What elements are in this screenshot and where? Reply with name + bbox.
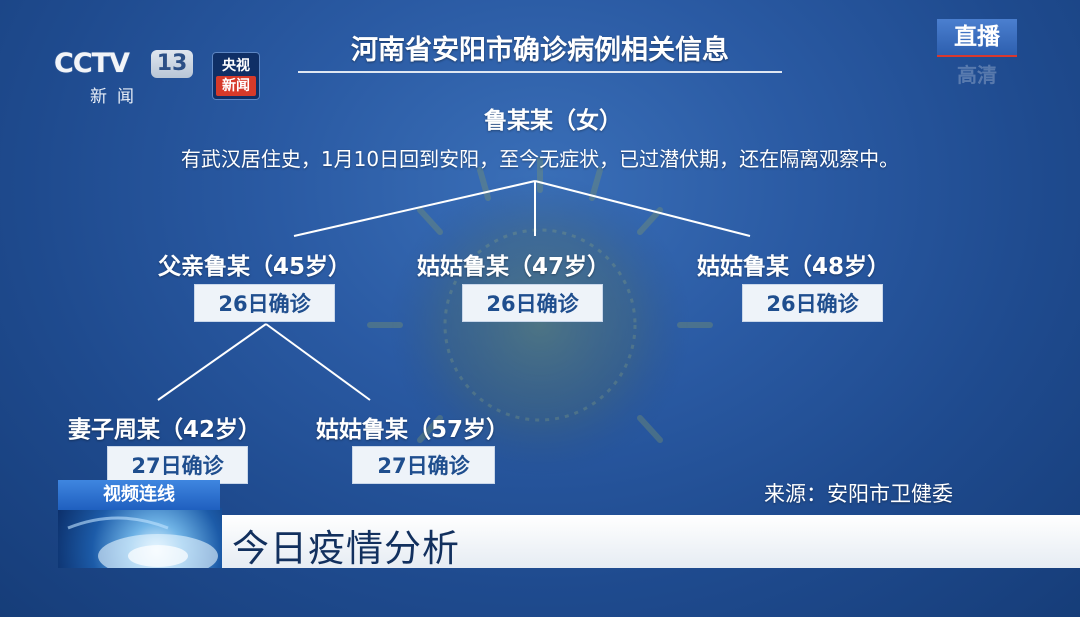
lower-third-bar — [58, 515, 1080, 568]
segment-tag: 视频连线 — [58, 480, 220, 510]
diagram-title: 河南省安阳市确诊病例相关信息 — [298, 31, 782, 73]
aunt47-node-name: 姑姑鲁某（47岁） — [417, 254, 611, 280]
edge-father-wife — [157, 323, 267, 401]
father-node-name: 父亲鲁某（45岁） — [158, 254, 352, 280]
news-logo-top: 央视 — [222, 58, 250, 74]
cctv13-logo: CCTV 13 新闻 — [54, 48, 194, 108]
edge-father-aunt57 — [265, 323, 371, 401]
root-node-name: 鲁某某（女） — [484, 108, 622, 134]
wife-node-name: 妻子周某（42岁） — [68, 417, 262, 443]
father-status-box: 26日确诊 — [194, 284, 335, 322]
aunt48-status-box: 26日确诊 — [742, 284, 883, 322]
edge-root-aunt48 — [534, 180, 751, 237]
aunt47-status-box: 26日确诊 — [462, 284, 603, 322]
virus-illustration — [367, 157, 713, 475]
live-label: 直播 — [937, 19, 1017, 57]
hd-label: 高清 — [957, 63, 997, 87]
video-thumbnail — [58, 508, 222, 568]
channel-word: CCTV — [54, 48, 130, 79]
news-logo-bottom: 新闻 — [216, 76, 256, 96]
edge-root-father — [293, 180, 536, 237]
aunt57-status-box: 27日确诊 — [352, 446, 495, 484]
wife-status-box: 27日确诊 — [107, 446, 248, 484]
aunt48-node-name: 姑姑鲁某（48岁） — [697, 254, 891, 280]
cctv-news-logo: 央视 新闻 — [212, 52, 260, 100]
channel-number: 13 — [151, 50, 193, 78]
source-credit: 来源：安阳市卫健委 — [764, 482, 953, 506]
root-node-description: 有武汉居住史，1月10日回到安阳，至今无症状，已过潜伏期，还在隔离观察中。 — [180, 147, 900, 171]
aunt57-node-name: 姑姑鲁某（57岁） — [316, 417, 510, 443]
headline-text: 今日疫情分析 — [232, 527, 460, 570]
channel-sub-label: 新闻 — [90, 87, 144, 107]
thumbnail-graphic — [67, 516, 218, 568]
live-badge: 直播 高清 — [937, 19, 1017, 87]
